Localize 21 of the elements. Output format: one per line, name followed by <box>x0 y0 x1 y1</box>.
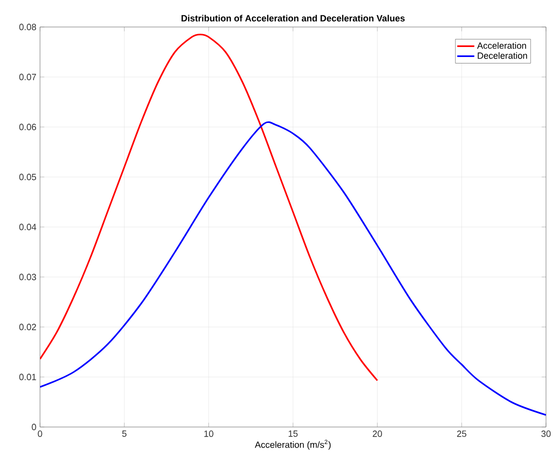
x-tick-label: 5 <box>122 430 126 437</box>
x-axis-title: Acceleration (m/s$^{2}$) <box>254 440 331 450</box>
y-tick-label: 0.06 <box>19 124 36 130</box>
chart-title: Distribution of Acceleration and Deceleration Values <box>182 14 405 22</box>
legend-label: Deceleration <box>478 52 528 59</box>
line-series <box>40 34 378 382</box>
x-tick-label: 25 <box>457 430 466 437</box>
x-tick-label: 0 <box>38 430 42 437</box>
y-tick-label: 0.08 <box>19 24 36 30</box>
y-tick-label: 0.04 <box>19 224 36 230</box>
x-tick-label: 15 <box>288 430 298 437</box>
y-tick-label: 0.05 <box>19 174 36 180</box>
x-tick-label: 30 <box>541 430 551 437</box>
y-tick-label: 0.03 <box>19 274 36 280</box>
legend-label: Acceleration <box>477 42 526 49</box>
x-tick-label: 20 <box>372 430 382 437</box>
y-tick-label: 0 <box>32 424 36 430</box>
y-tick-label: 0.07 <box>19 74 36 80</box>
y-tick-label: 0.02 <box>19 324 36 330</box>
y-tick-label: 0.01 <box>19 374 36 380</box>
x-tick-label: 10 <box>204 430 214 437</box>
